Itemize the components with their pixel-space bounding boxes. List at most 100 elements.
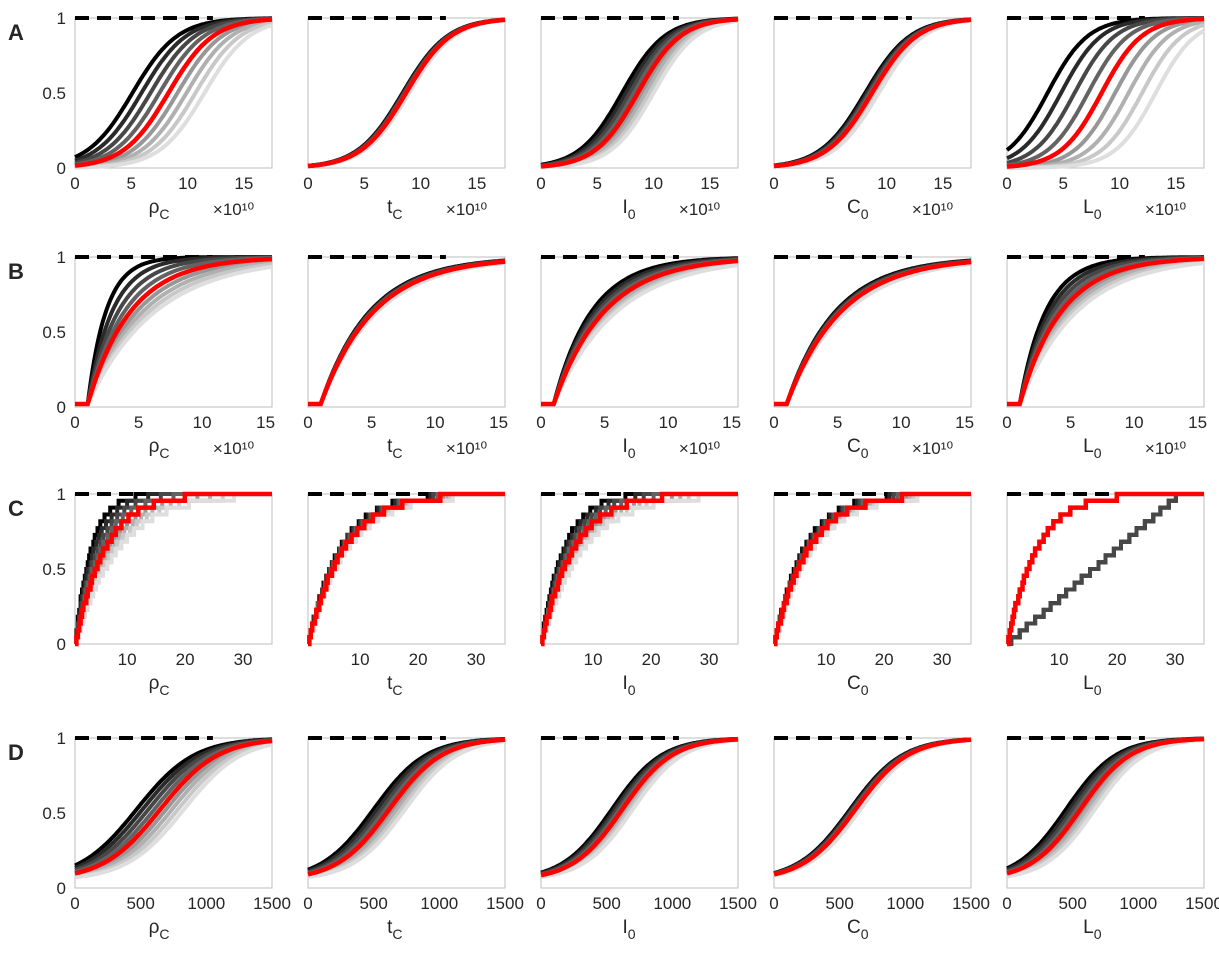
x-axis-label: I0	[622, 197, 635, 222]
red-curve	[773, 17, 972, 169]
x-axis-label: C0	[847, 197, 869, 222]
ensemble-curve	[74, 18, 273, 169]
ensemble-curve	[1007, 492, 1204, 646]
red-curve	[773, 491, 971, 647]
red-curve	[1006, 16, 1204, 169]
x-tick-label: 10	[892, 413, 911, 432]
x-tick-label: 15	[1188, 413, 1207, 432]
ensemble-curve	[773, 492, 971, 646]
ensemble-curve	[75, 258, 273, 406]
ensemble-curve	[773, 737, 972, 877]
panel-b-2: 0 5 10 15 tC ×10¹⁰	[303, 255, 508, 461]
x-tick-label: 10	[411, 174, 430, 193]
x-tick-label: 1000	[420, 894, 458, 913]
x-tick-label: 20	[409, 650, 428, 669]
x-tick-label: 5	[127, 174, 136, 193]
y-tick-label: 0.5	[42, 804, 66, 823]
exponent-label: ×10¹⁰	[446, 200, 487, 219]
ensemble-curve	[75, 23, 273, 170]
panel-c-1: 0 0.5 1 10 20 30 ρC	[42, 485, 273, 698]
x-tick-label: 5	[360, 174, 369, 193]
panel-c-4: 10 20 30 C0	[773, 491, 972, 698]
exponent-label: ×10¹⁰	[912, 200, 953, 219]
x-tick-label: 15	[467, 174, 486, 193]
y-tick-label: 0	[57, 398, 66, 417]
x-tick-label: 0	[303, 413, 312, 432]
x-tick-label: 30	[234, 650, 253, 669]
panel-b-4: 0 5 10 15 C0 ×10¹⁰	[769, 255, 974, 461]
ensemble-curve	[308, 259, 506, 406]
x-tick-label: 10	[118, 650, 137, 669]
panel-a-4: 0 5 10 15 C0 ×10¹⁰	[769, 16, 972, 222]
x-tick-label: 20	[875, 650, 894, 669]
red-curve	[307, 737, 506, 877]
x-tick-label: 0	[303, 174, 312, 193]
panel-a-5: 0 5 10 15 L0 ×10¹⁰	[1002, 16, 1205, 222]
x-tick-label: 0	[70, 174, 79, 193]
x-tick-label: 10	[644, 174, 663, 193]
exponent-label: ×10¹⁰	[912, 439, 953, 458]
x-axis-label: ρC	[149, 917, 170, 942]
x-tick-label: 1000	[886, 894, 924, 913]
ensemble-curve	[1007, 261, 1205, 406]
panel-d-1: 0 0.5 1 0 500 1000 1500 ρC	[42, 729, 291, 942]
y-tick-label: 1	[57, 248, 66, 267]
red-curve	[74, 491, 272, 647]
red-curve	[1006, 736, 1205, 876]
ensemble-curve	[540, 492, 738, 646]
ensemble-curve	[74, 737, 273, 870]
panel-d-2: 0 500 1000 1500 tC	[303, 736, 524, 942]
x-axis-label: L0	[1083, 197, 1102, 222]
x-axis-label: L0	[1083, 917, 1102, 942]
ensemble-curve	[1006, 737, 1205, 879]
ensemble-curve	[540, 737, 739, 876]
ensemble-curve	[307, 739, 506, 880]
x-tick-label: 0	[769, 174, 778, 193]
x-tick-label: 0	[536, 894, 545, 913]
x-tick-label: 5	[1066, 413, 1075, 432]
ensemble-curve	[74, 742, 273, 880]
ensemble-curve	[1006, 16, 1204, 165]
x-axis-label: L0	[1083, 673, 1102, 698]
red-curve	[541, 258, 739, 407]
x-tick-label: 30	[933, 650, 952, 669]
x-tick-label: 0	[1002, 413, 1011, 432]
x-tick-label: 500	[359, 894, 387, 913]
ensemble-curve	[773, 737, 972, 876]
x-axis-label: C0	[847, 917, 869, 942]
ensemble-curve	[774, 258, 972, 406]
ensemble-curve	[773, 737, 972, 877]
ensemble-curve	[1006, 736, 1204, 872]
exponent-label: ×10¹⁰	[1145, 439, 1186, 458]
panel-d-4: 0 500 1000 1500 C0	[769, 736, 990, 942]
x-tick-label: 5	[600, 413, 609, 432]
panel-a-3: 0 5 10 15 I0 ×10¹⁰	[536, 16, 739, 222]
x-tick-label: 0	[536, 174, 545, 193]
panel-b-3: 0 5 10 15 I0 ×10¹⁰	[536, 255, 741, 461]
x-axis-label: C0	[847, 673, 869, 698]
exponent-label: ×10¹⁰	[213, 200, 254, 219]
x-tick-label: 1000	[187, 894, 225, 913]
x-axis-label: ρC	[149, 673, 170, 698]
panel-c-2: 10 20 30 tC	[307, 491, 506, 698]
exponent-label: ×10¹⁰	[679, 200, 720, 219]
exponent-label: ×10¹⁰	[446, 439, 487, 458]
y-tick-label: 0	[57, 159, 66, 178]
red-curve	[1006, 491, 1204, 647]
panel-c-3: 10 20 30 I0	[540, 491, 739, 698]
y-tick-label: 0.5	[42, 323, 66, 342]
ensemble-curve	[541, 18, 739, 170]
x-tick-label: 20	[642, 650, 661, 669]
x-axis-label: tC	[387, 197, 402, 222]
red-curve	[75, 256, 272, 407]
y-tick-label: 0.5	[42, 84, 66, 103]
x-tick-label: 1000	[653, 894, 691, 913]
panel-c-5: 10 20 30 L0	[1006, 491, 1205, 698]
red-curve	[307, 491, 505, 647]
ensemble-curve	[773, 737, 972, 877]
x-tick-label: 0	[303, 894, 312, 913]
x-axis-label: C0	[847, 436, 869, 461]
y-tick-label: 0	[57, 635, 66, 654]
